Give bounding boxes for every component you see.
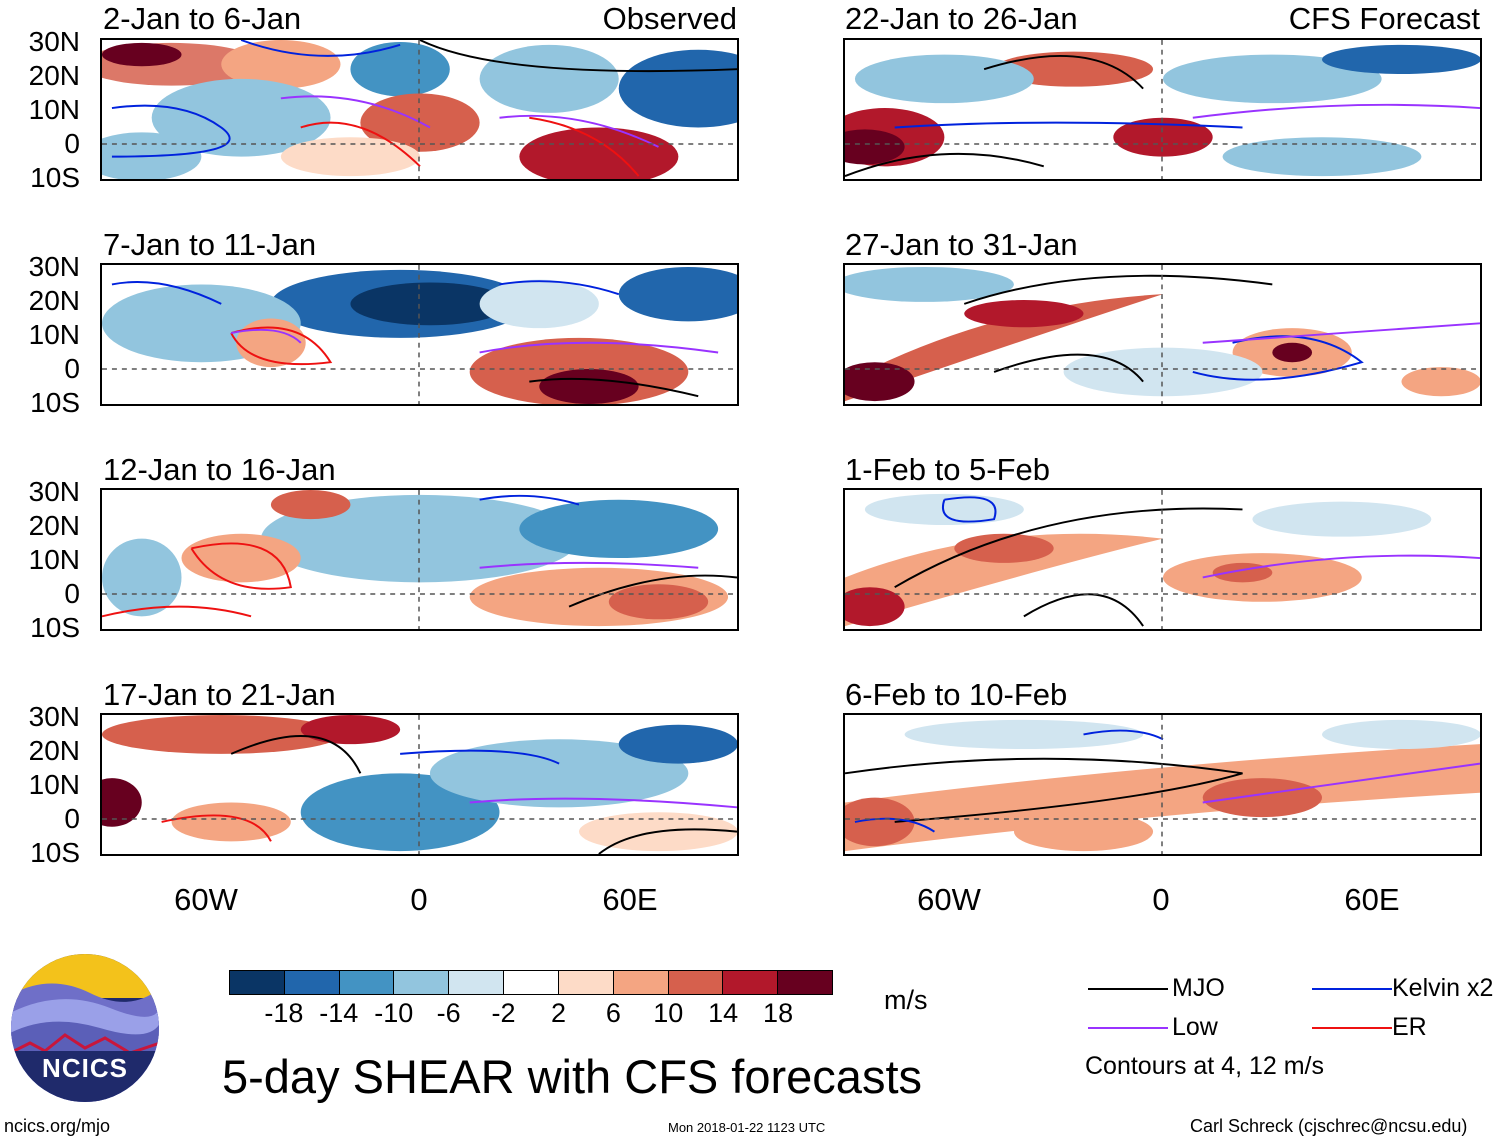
logo-text: NCICS xyxy=(42,1053,128,1083)
colorbar-swatch xyxy=(338,971,394,994)
figure-title: 5-day SHEAR with CFS forecasts xyxy=(222,1050,922,1103)
colorbar-tick: -6 xyxy=(436,998,461,1028)
colorbar-tick: 10 xyxy=(653,998,684,1028)
lat-tick: 20N xyxy=(28,735,80,766)
lat-tick: 10N xyxy=(28,94,80,125)
panel-title: 7-Jan to 11-Jan xyxy=(103,227,317,262)
legend-low-line xyxy=(1088,1027,1168,1029)
lon-tick: 60W xyxy=(917,882,981,917)
shear-map xyxy=(100,263,739,406)
panel-title: 2-Jan to 6-Jan xyxy=(103,1,302,36)
lat-tick: 10N xyxy=(28,319,80,350)
colorbar-tick: -18 xyxy=(264,998,304,1028)
colorbar-swatch xyxy=(777,971,832,994)
lat-tick: 10S xyxy=(30,612,80,643)
legend-kelvin-line xyxy=(1312,988,1392,990)
legend-mjo-label: MJO xyxy=(1172,974,1225,1002)
lat-tick: 0 xyxy=(64,128,80,159)
colorbar-tick: 14 xyxy=(708,998,739,1028)
colorbar-tick: -10 xyxy=(374,998,414,1028)
legend-kelvin-label: Kelvin x2 xyxy=(1392,974,1494,1002)
panel-title: 27-Jan to 31-Jan xyxy=(845,227,1078,262)
colorbar-tick: 6 xyxy=(605,998,621,1028)
observed-label: Observed xyxy=(602,1,737,36)
panel-title: 6-Feb to 10-Feb xyxy=(845,677,1068,712)
lat-tick: 20N xyxy=(28,510,80,541)
colorbar-swatch xyxy=(393,971,449,994)
lat-tick: 10S xyxy=(30,387,80,418)
legend-er-line xyxy=(1312,1027,1392,1029)
colorbar-tick: 18 xyxy=(763,998,794,1028)
colorbar-swatch xyxy=(557,971,613,994)
shear-map xyxy=(843,713,1482,856)
shear-map xyxy=(843,263,1482,406)
footer-url[interactable]: ncics.org/mjo xyxy=(4,1116,111,1136)
legend-contour-note: Contours at 4, 12 m/s xyxy=(1085,1052,1325,1080)
shear-map xyxy=(100,713,739,856)
lat-tick: 0 xyxy=(64,578,80,609)
legend-er-label: ER xyxy=(1392,1013,1427,1041)
colorbar-tick: 2 xyxy=(550,998,566,1028)
lat-tick: 0 xyxy=(64,353,80,384)
lon-tick: 0 xyxy=(1152,882,1170,917)
legend-low-label: Low xyxy=(1172,1013,1218,1041)
shear-map xyxy=(100,488,739,631)
legend-mjo-line xyxy=(1088,988,1168,990)
shear-map xyxy=(100,38,739,181)
colorbar-tick: -14 xyxy=(319,998,359,1028)
lat-tick: 20N xyxy=(28,60,80,91)
panel-title: 17-Jan to 21-Jan xyxy=(103,677,336,712)
panel-title: 1-Feb to 5-Feb xyxy=(845,452,1051,487)
panel-title: 22-Jan to 26-Jan xyxy=(845,1,1078,36)
lat-tick: 30N xyxy=(28,701,80,732)
cfs-forecast-label: CFS Forecast xyxy=(1288,1,1480,36)
lon-tick: 60W xyxy=(174,882,238,917)
lat-tick: 10N xyxy=(28,769,80,800)
colorbar-swatch xyxy=(230,971,284,994)
lat-tick: 20N xyxy=(28,285,80,316)
colorbar-swatch xyxy=(667,971,723,994)
lat-tick: 10S xyxy=(30,162,80,193)
footer-timestamp: Mon 2018-01-22 1123 UTC xyxy=(668,1120,826,1135)
lat-tick: 0 xyxy=(64,803,80,834)
panel-title: 12-Jan to 16-Jan xyxy=(103,452,336,487)
colorbar-swatches xyxy=(229,970,833,995)
colorbar-unit: m/s xyxy=(884,985,928,1015)
colorbar-swatch xyxy=(283,971,339,994)
lon-tick: 60E xyxy=(1344,882,1400,917)
colorbar-swatch xyxy=(612,971,668,994)
colorbar-swatch xyxy=(503,971,558,994)
colorbar-swatch xyxy=(448,971,504,994)
ncics-logo-graphic xyxy=(11,954,159,1102)
lat-tick: 30N xyxy=(28,26,80,57)
lat-tick: 10S xyxy=(30,837,80,868)
shear-map xyxy=(843,38,1482,181)
lat-tick: 10N xyxy=(28,544,80,575)
ncics-logo: NCICS xyxy=(10,953,160,1103)
lon-tick: 0 xyxy=(410,882,428,917)
footer-credit: Carl Schreck (cjschrec@ncsu.edu) xyxy=(1190,1116,1468,1136)
colorbar-tick: -2 xyxy=(491,998,516,1028)
lon-tick: 60E xyxy=(602,882,658,917)
lat-tick: 30N xyxy=(28,476,80,507)
colorbar-swatch xyxy=(722,971,778,994)
lat-tick: 30N xyxy=(28,251,80,282)
shear-map xyxy=(843,488,1482,631)
